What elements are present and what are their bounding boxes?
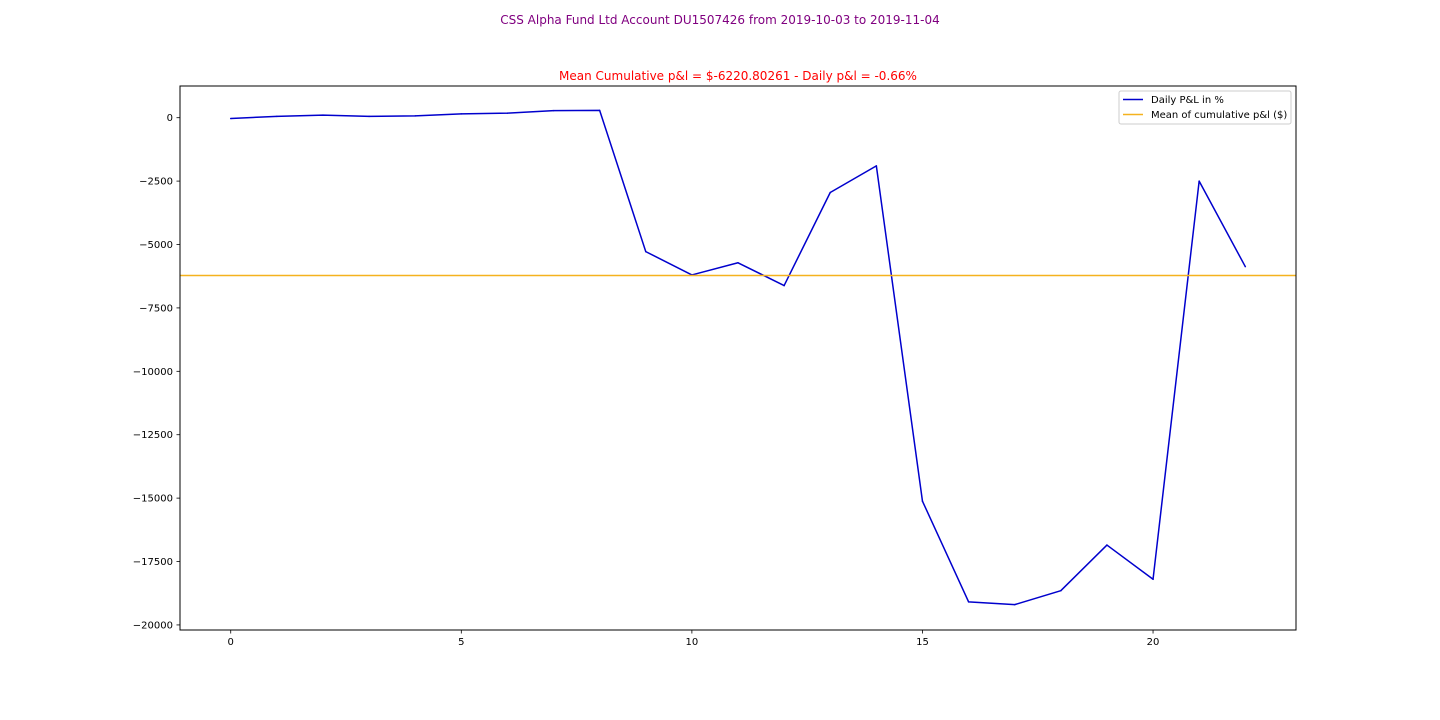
y-axis: 0 −2500 −5000 −7500 −10000 −12500 −15000 −17500… (133, 113, 180, 631)
daily-pnl-point (1106, 544, 1108, 546)
daily-pnl-point (645, 250, 647, 253)
legend-label-mean-cumulative: Mean of cumulative p&l ($) (1151, 110, 1287, 121)
x-tick-label: 20 (1147, 637, 1160, 648)
daily-pnl-point (1013, 603, 1016, 606)
y-tick-label: −7500 (139, 303, 173, 314)
daily-pnl-point (552, 109, 555, 112)
daily-pnl-point (414, 115, 416, 117)
y-tick-label: 0 (167, 113, 173, 124)
y-tick-label: −2500 (139, 177, 173, 188)
daily-pnl-point (875, 165, 878, 167)
axes-frame (179, 85, 1297, 631)
daily-pnl-point (1060, 589, 1062, 592)
legend: Daily P&L in % Mean of cumulative p&l ($… (1118, 90, 1292, 125)
daily-pnl-point (598, 109, 601, 112)
x-axis: 0 5 10 15 20 (228, 630, 1160, 648)
y-tick-label: −15000 (133, 494, 173, 505)
daily-pnl-point (737, 262, 739, 264)
daily-pnl-point (322, 114, 324, 116)
x-tick-label: 10 (686, 637, 699, 648)
daily-pnl-point (921, 500, 924, 502)
daily-pnl-point (460, 113, 463, 115)
y-tick-label: −17500 (133, 557, 173, 568)
daily-pnl-line (230, 109, 1246, 606)
daily-pnl-point (368, 115, 370, 118)
daily-pnl-point (229, 117, 232, 120)
daily-pnl-point (1152, 578, 1154, 581)
daily-pnl-point (1244, 265, 1247, 268)
legend-label-daily-pnl: Daily P&L in % (1151, 95, 1224, 106)
y-tick-label: −20000 (133, 620, 173, 631)
daily-pnl-point (276, 115, 278, 118)
daily-pnl-point (967, 601, 970, 603)
x-tick-label: 5 (458, 637, 464, 648)
y-tick-label: −12500 (133, 430, 173, 441)
figure-suptitle: CSS Alpha Fund Ltd Account DU1507426 fro… (500, 13, 940, 27)
daily-pnl-point (1198, 180, 1200, 182)
plot-area (180, 109, 1296, 606)
x-tick-label: 0 (228, 637, 234, 648)
daily-pnl-point (783, 284, 785, 287)
y-tick-label: −10000 (133, 367, 173, 378)
legend-box (1118, 90, 1292, 125)
chart-title: Mean Cumulative p&l = $-6220.80261 - Dai… (559, 69, 917, 83)
daily-pnl-point (829, 191, 831, 194)
x-tick-label: 15 (916, 637, 929, 648)
y-tick-label: −5000 (139, 240, 173, 251)
daily-pnl-point (506, 112, 509, 114)
